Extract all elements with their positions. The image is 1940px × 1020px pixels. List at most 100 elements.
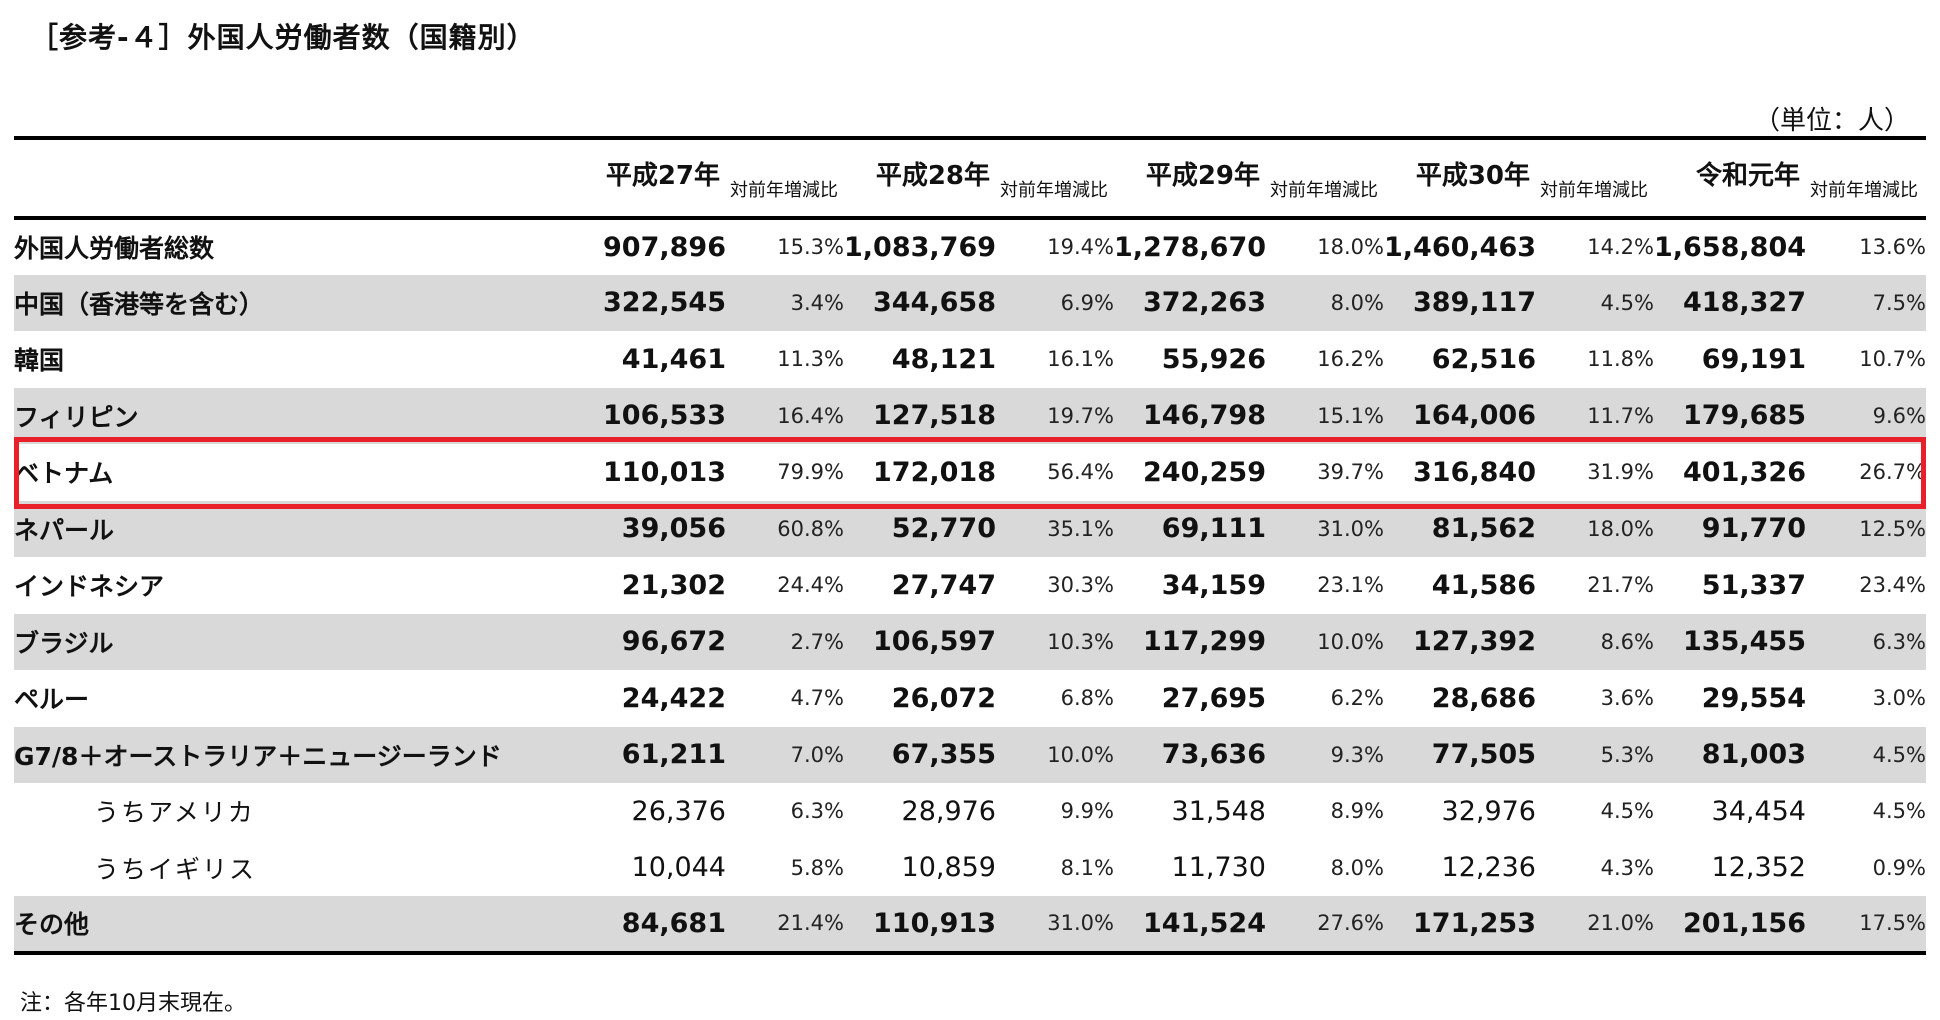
cell-pct: 5.8% [790,855,844,880]
row-label: うちアメリカ [94,798,255,828]
cell-value: 51,337 [1701,569,1806,601]
cell-value: 96,672 [621,626,726,658]
cell-value: 62,516 [1431,343,1536,375]
cell-pct: 13.6% [1859,235,1926,260]
cell-pct: 17.5% [1859,911,1926,936]
cell-pct: 7.0% [790,742,844,767]
cell-pct: 15.1% [1317,403,1384,428]
cell-pct: 6.8% [1060,686,1114,711]
cell-pct: 9.6% [1872,403,1926,428]
cell-pct: 10.3% [1047,629,1114,654]
cell-pct: 9.3% [1330,742,1384,767]
cell-pct: 2.7% [790,629,844,654]
cell-value: 11,730 [1171,852,1266,884]
table-row: うちイギリス 10,044 5.8% 10,859 8.1% 11,730 8.0% 12,2… [14,840,1926,897]
cell-pct: 6.2% [1330,686,1384,711]
table-row: 韓国 41,461 11.3% 48,121 16.1% 55,926 16.2% 62,51… [14,331,1926,388]
page-title: ［参考-４］外国人労働者数（国籍別） [30,21,536,54]
cell-value: 61,211 [621,739,726,771]
cell-value: 26,072 [891,682,996,714]
header-row: 平成27年 対前年増減比 平成28年 対前年増減比 平成29年 対前年増減比 平… [14,138,1926,218]
table-row: フィリピン 106,533 16.4% 127,518 19.7% 146,798 15.1… [14,387,1926,444]
row-label: 外国人労働者総数 [14,234,215,264]
table-row: 外国人労働者総数 907,896 15.3% 1,083,769 19.4% 1,278,… [14,218,1926,275]
cell-value: 39,056 [621,513,726,545]
cell-value: 27,747 [891,569,996,601]
cell-value: 55,926 [1161,343,1266,375]
cell-pct: 79.9% [777,460,844,485]
cell-pct: 3.6% [1600,686,1654,711]
table-row: ペルー 24,422 4.7% 26,072 6.8% 27,695 6.2% 28,686 3… [14,670,1926,727]
cell-pct: 16.2% [1317,347,1384,372]
header-pct: 対前年増減比 [1270,180,1378,201]
row-label: フィリピン [14,402,139,432]
cell-value: 52,770 [891,513,996,545]
cell-pct: 27.6% [1317,911,1384,936]
row-label: ネパール [14,515,115,545]
cell-value: 907,896 [603,231,726,263]
cell-value: 12,236 [1441,852,1536,884]
cell-pct: 23.4% [1859,573,1926,598]
cell-pct: 31.9% [1587,460,1654,485]
cell-pct: 10.0% [1047,742,1114,767]
cell-value: 21,302 [621,569,726,601]
cell-value: 69,191 [1701,343,1806,375]
header-pct: 対前年増減比 [730,180,838,201]
header-pct: 対前年増減比 [1000,180,1108,201]
unit-label: （単位：人） [1753,106,1910,136]
cell-value: 106,533 [603,400,726,432]
cell-pct: 18.0% [1587,516,1654,541]
cell-pct: 60.8% [777,516,844,541]
cell-value: 84,681 [621,907,726,939]
cell-value: 418,327 [1683,287,1806,319]
cell-pct: 8.6% [1600,629,1654,654]
cell-value: 127,392 [1413,626,1536,658]
cell-value: 10,859 [901,852,996,884]
cell-value: 389,117 [1413,287,1536,319]
cell-pct: 11.8% [1587,347,1654,372]
cell-value: 1,083,769 [844,231,997,263]
table-row: うちアメリカ 26,376 6.3% 28,976 9.9% 31,548 8.9% 32,9… [14,783,1926,840]
cell-pct: 8.9% [1330,799,1384,824]
cell-value: 316,840 [1413,456,1536,488]
cell-value: 27,695 [1161,682,1266,714]
cell-value: 34,454 [1711,795,1806,827]
nationality-table: 平成27年 対前年増減比 平成28年 対前年増減比 平成29年 対前年増減比 平… [14,136,1926,955]
cell-value: 117,299 [1143,626,1266,658]
row-label: 中国（香港等を含む） [14,289,265,319]
cell-pct: 4.3% [1600,855,1654,880]
cell-pct: 19.4% [1047,235,1114,260]
cell-value: 172,018 [873,456,996,488]
cell-pct: 24.4% [777,573,844,598]
table-row: インドネシア 21,302 24.4% 27,747 30.3% 34,159 23.1% 4… [14,557,1926,614]
cell-pct: 39.7% [1317,460,1384,485]
header-year: 平成27年 [605,160,720,191]
row-label: ベトナム [14,459,114,489]
cell-pct: 18.0% [1317,235,1384,260]
cell-value: 81,562 [1431,513,1536,545]
cell-pct: 31.0% [1047,911,1114,936]
cell-value: 26,376 [631,795,726,827]
row-label: G7/8＋オーストラリア＋ニュージーランド [14,741,502,771]
cell-value: 10,044 [631,852,726,884]
cell-pct: 15.3% [777,235,844,260]
cell-value: 1,658,804 [1654,231,1807,263]
cell-value: 77,505 [1431,739,1536,771]
cell-pct: 31.0% [1317,516,1384,541]
cell-pct: 21.4% [777,911,844,936]
cell-pct: 4.5% [1600,290,1654,315]
cell-value: 1,460,463 [1384,231,1537,263]
cell-value: 69,111 [1161,513,1266,545]
cell-value: 31,548 [1171,795,1266,827]
cell-pct: 8.1% [1060,855,1114,880]
header-year: 令和元年 [1695,160,1800,191]
header-pct: 対前年増減比 [1540,180,1648,201]
cell-pct: 9.9% [1060,799,1114,824]
cell-pct: 4.5% [1872,799,1926,824]
row-label: 韓国 [14,346,65,376]
cell-pct: 11.7% [1587,403,1654,428]
cell-pct: 21.7% [1587,573,1654,598]
cell-value: 372,263 [1143,287,1266,319]
cell-pct: 6.3% [790,799,844,824]
cell-value: 135,455 [1683,626,1806,658]
